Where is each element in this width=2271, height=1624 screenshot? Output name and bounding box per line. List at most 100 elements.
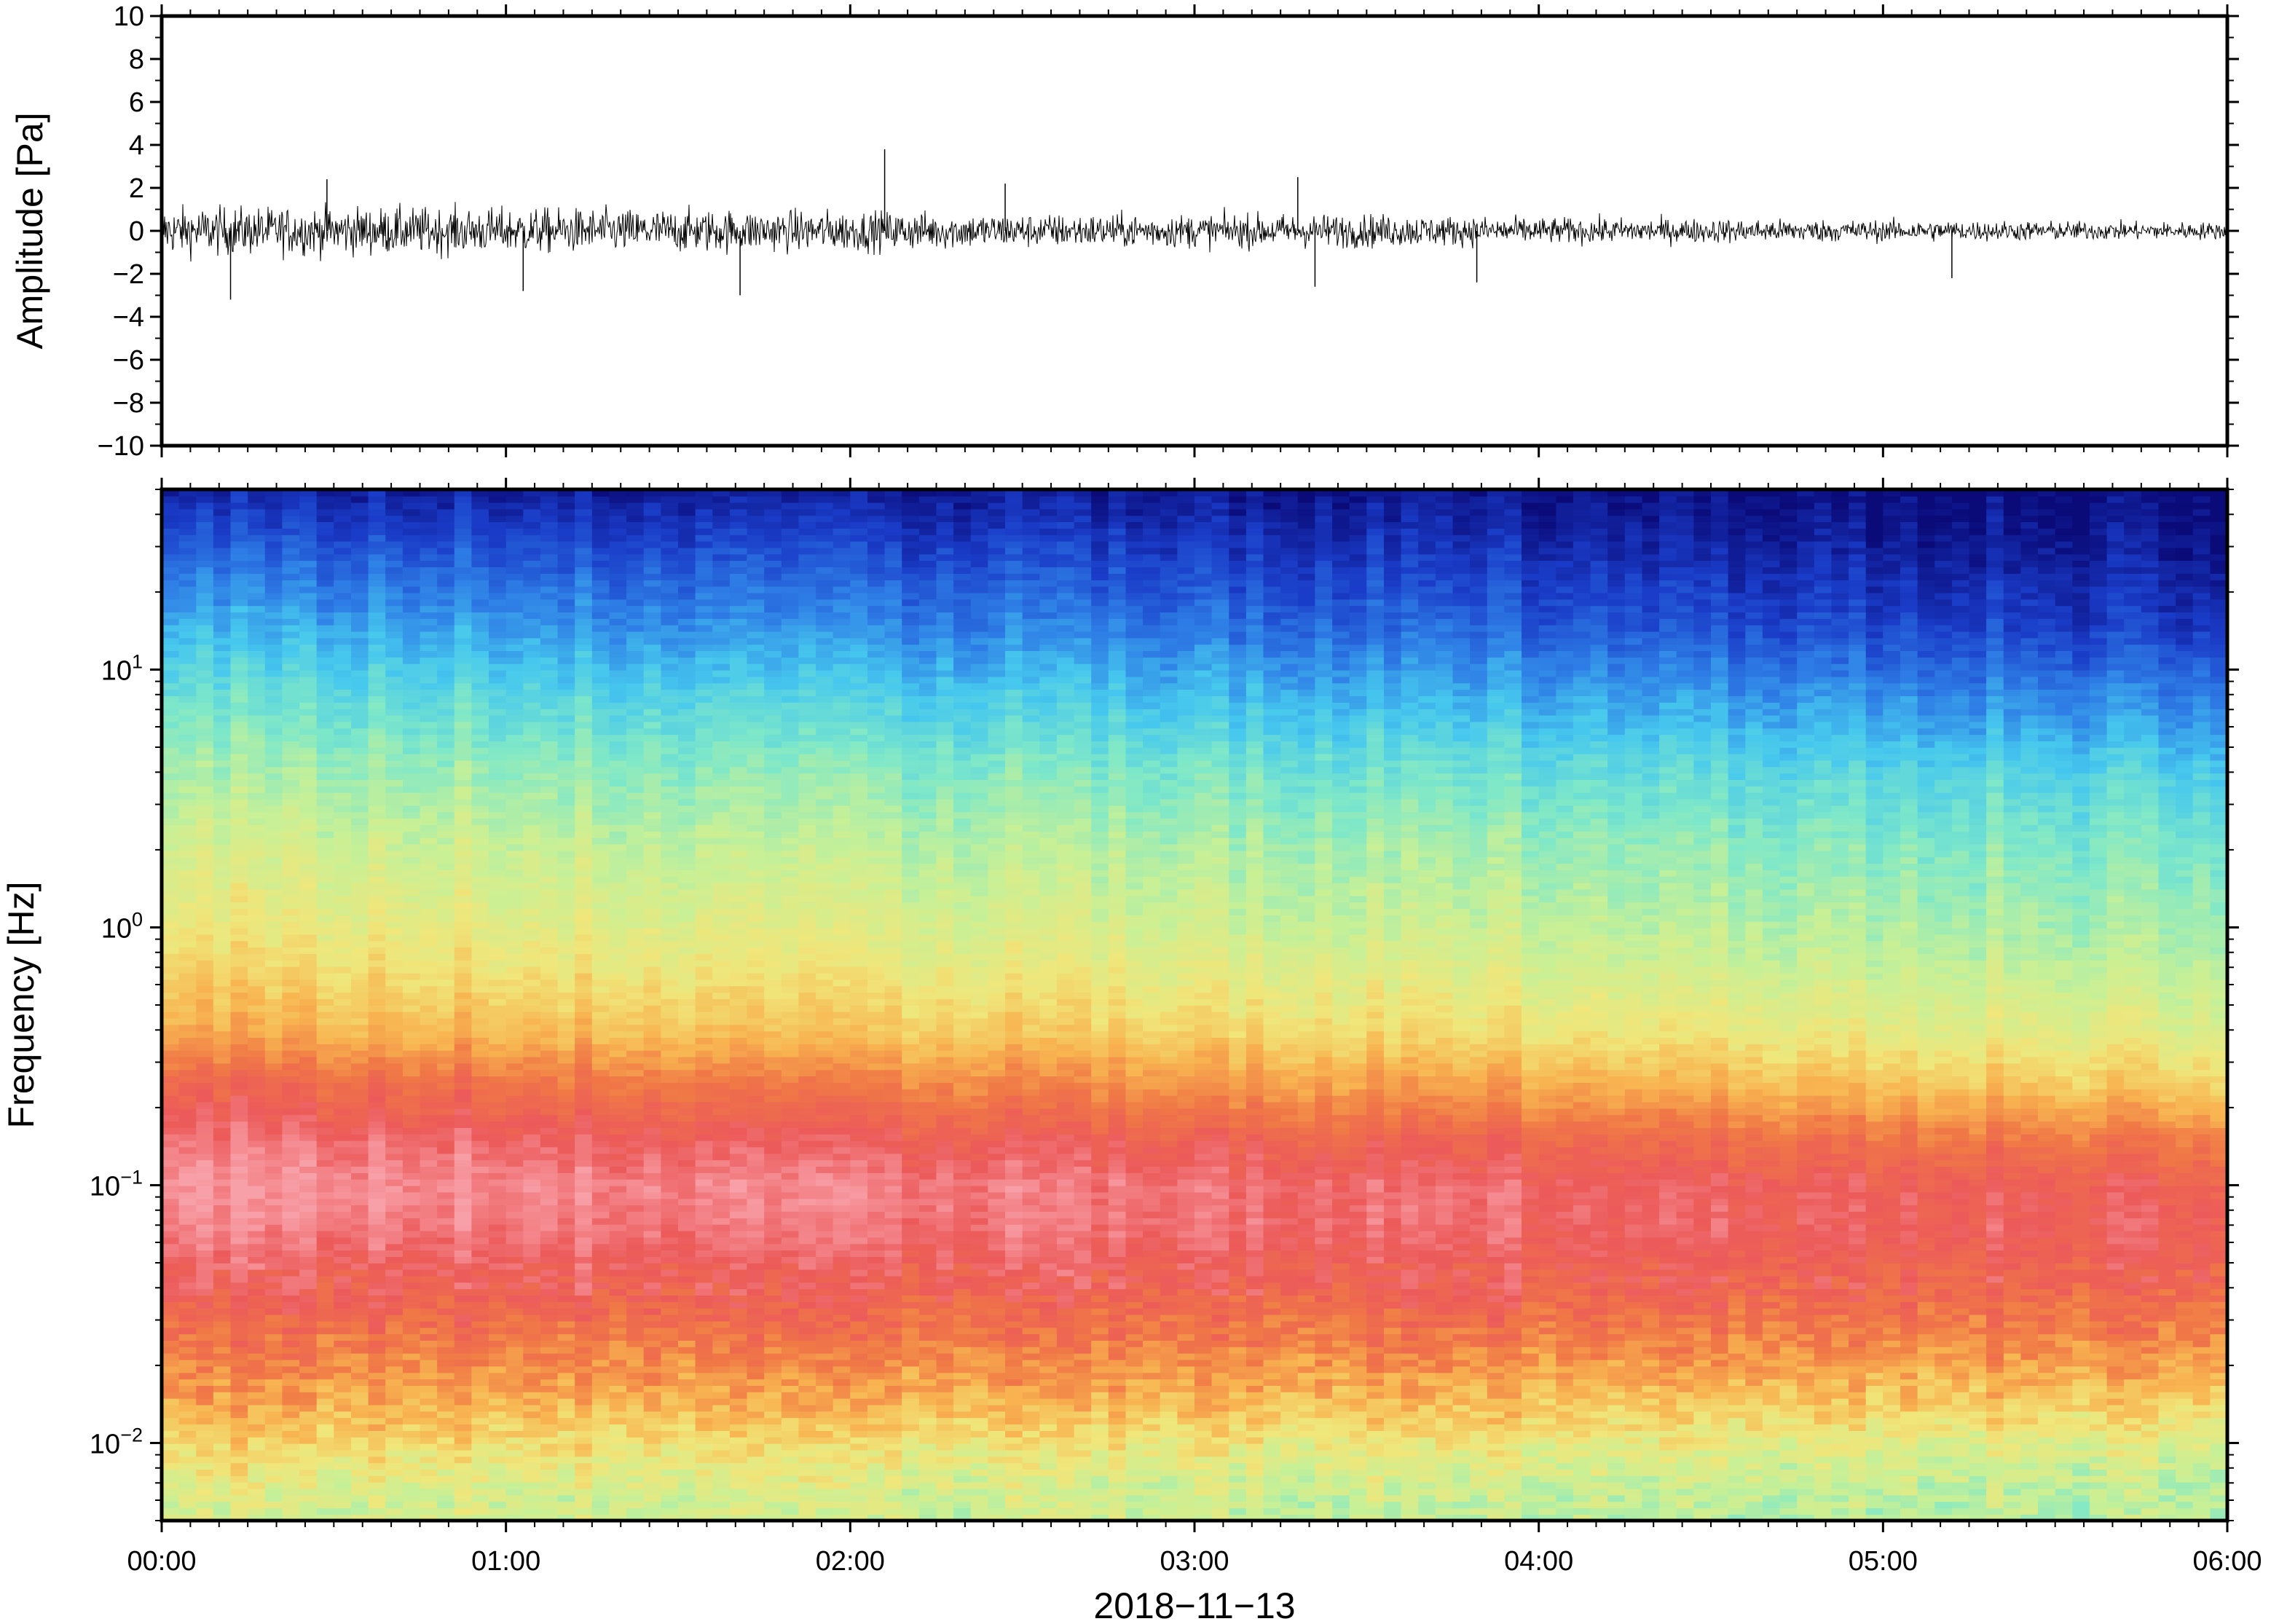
spectrogram-cell bbox=[248, 650, 265, 658]
spectrogram-cell bbox=[369, 1360, 386, 1367]
spectrogram-cell bbox=[644, 1025, 661, 1032]
spectrogram-cell bbox=[506, 1366, 524, 1373]
spectrogram-cell bbox=[231, 573, 248, 580]
spectrogram-cell bbox=[282, 1373, 299, 1380]
spectrogram-cell bbox=[454, 1430, 472, 1438]
spectrogram-cell bbox=[385, 1385, 403, 1392]
spectrogram-cell bbox=[248, 960, 265, 967]
spectrogram-cell bbox=[454, 921, 472, 929]
spectrogram-cell bbox=[558, 1192, 575, 1199]
spectrogram-cell bbox=[248, 695, 265, 703]
spectrogram-cell bbox=[162, 747, 179, 754]
spectrogram-cell bbox=[282, 786, 299, 793]
spectrogram-cell bbox=[506, 896, 524, 903]
spectrogram-cell bbox=[489, 1328, 506, 1335]
spectrogram-cell bbox=[626, 1340, 644, 1347]
spectrogram-cell bbox=[213, 1276, 231, 1283]
spectrogram-cell bbox=[248, 644, 265, 651]
spectrogram-cell bbox=[351, 747, 369, 754]
spectrogram-cell bbox=[626, 1373, 644, 1380]
spectrogram-cell bbox=[454, 548, 472, 555]
spectrogram-cell bbox=[403, 1089, 420, 1096]
spectrogram-cell bbox=[351, 908, 369, 915]
spectrogram-cell bbox=[369, 1186, 386, 1193]
spectrogram-cell bbox=[403, 1424, 420, 1431]
spectrogram-cell bbox=[420, 1231, 438, 1238]
spectrogram-cell bbox=[592, 1114, 610, 1122]
spectrogram-cell bbox=[626, 1328, 644, 1335]
spectrogram-cell bbox=[282, 1224, 299, 1231]
spectrogram-cell bbox=[558, 837, 575, 845]
spectrogram-cell bbox=[334, 1025, 351, 1032]
spectrogram-cell bbox=[231, 580, 248, 587]
spectrogram-cell bbox=[592, 966, 610, 974]
spectrogram-cell bbox=[299, 1095, 317, 1103]
spectrogram-cell bbox=[213, 1166, 231, 1173]
spectrogram-cell bbox=[179, 496, 197, 503]
spectrogram-cell bbox=[162, 1366, 179, 1373]
spectrogram-cell bbox=[369, 934, 386, 942]
spectrogram-cell bbox=[385, 1057, 403, 1064]
spectrogram-cell bbox=[369, 998, 386, 1006]
spectrogram-cell bbox=[282, 979, 299, 987]
spectrogram-cell bbox=[592, 683, 610, 690]
spectrogram-cell bbox=[506, 1424, 524, 1431]
spectrogram-cell bbox=[661, 966, 678, 974]
spectrogram-cell bbox=[661, 1250, 678, 1257]
spectrogram-cell bbox=[506, 934, 524, 942]
spectrogram-cell bbox=[385, 966, 403, 974]
spectrogram-cell bbox=[231, 683, 248, 690]
spectrogram-cell bbox=[489, 1108, 506, 1116]
spectrogram-cell bbox=[420, 1121, 438, 1128]
spectrogram-cell bbox=[575, 683, 592, 690]
spectrogram-cell bbox=[179, 953, 197, 961]
spectrogram-cell bbox=[626, 1134, 644, 1141]
spectrogram-cell bbox=[334, 496, 351, 503]
spectrogram-cell bbox=[265, 1050, 283, 1057]
spectrogram-cell bbox=[231, 863, 248, 870]
spectrogram-cell bbox=[299, 1360, 317, 1367]
spectrogram-cell bbox=[454, 1385, 472, 1392]
spectrogram-cell bbox=[334, 715, 351, 722]
spectrogram-cell bbox=[437, 1347, 454, 1354]
spectrogram-cell bbox=[403, 1256, 420, 1264]
spectrogram-cell bbox=[179, 1076, 197, 1083]
spectrogram-cell bbox=[471, 979, 489, 987]
spectrogram-cell bbox=[626, 896, 644, 903]
spectrogram-cell bbox=[592, 1256, 610, 1264]
spectrogram-cell bbox=[558, 1218, 575, 1225]
spectrogram-cell bbox=[489, 754, 506, 761]
spectrogram-cell bbox=[626, 1127, 644, 1135]
spectrogram-cell bbox=[213, 1050, 231, 1057]
spectrogram-cell bbox=[437, 657, 454, 664]
spectrogram-cell bbox=[385, 605, 403, 612]
spectrogram-cell bbox=[575, 1340, 592, 1347]
amplitude-panel: 1086420−2−4−6−8−10 Amplitude [Pa] bbox=[9, 1, 2239, 462]
spectrogram-cell bbox=[162, 1114, 179, 1122]
spectrogram-cell bbox=[489, 1199, 506, 1206]
spectrogram-cell bbox=[317, 1218, 334, 1225]
spectrogram-cell bbox=[403, 985, 420, 993]
spectrogram-cell bbox=[231, 1205, 248, 1212]
spectrogram-cell bbox=[248, 1469, 265, 1476]
spectrogram-cell bbox=[231, 734, 248, 741]
spectrogram-cell bbox=[575, 593, 592, 600]
spectrogram-cell bbox=[265, 799, 283, 806]
spectrogram-cell bbox=[196, 754, 213, 761]
spectrogram-cell bbox=[369, 677, 386, 684]
spectrogram-cell bbox=[420, 638, 438, 645]
spectrogram-cell bbox=[437, 779, 454, 787]
spectrogram-cell bbox=[644, 1417, 661, 1424]
spectrogram-cell bbox=[299, 1398, 317, 1406]
spectrogram-cell bbox=[558, 1224, 575, 1231]
spectrogram-cell bbox=[369, 921, 386, 929]
spectrogram-cell bbox=[179, 1095, 197, 1103]
spectrogram-cell bbox=[334, 928, 351, 935]
spectrogram-cell bbox=[334, 870, 351, 877]
spectrogram-cell bbox=[661, 1147, 678, 1154]
spectrogram-cell bbox=[454, 1269, 472, 1277]
spectrogram-cell bbox=[265, 747, 283, 754]
spectrogram-cell bbox=[644, 1044, 661, 1051]
spectrogram-cell bbox=[471, 1411, 489, 1419]
spectrogram-cell bbox=[592, 1501, 610, 1508]
